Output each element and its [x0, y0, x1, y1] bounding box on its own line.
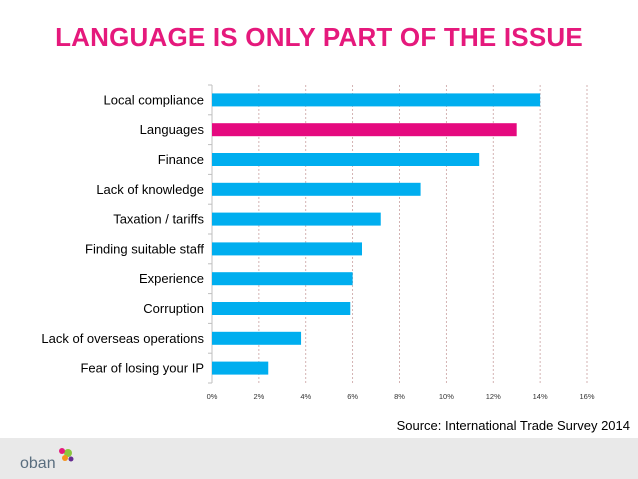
category-label: Experience: [139, 271, 204, 286]
slide-title: LANGUAGE IS ONLY PART OF THE ISSUE: [55, 22, 583, 52]
x-tick-label: 12%: [486, 392, 501, 401]
x-tick-label: 10%: [439, 392, 454, 401]
oban-logo: oban: [20, 448, 74, 472]
x-tick-label: 2%: [253, 392, 264, 401]
logo-text: oban: [20, 455, 56, 472]
category-label: Finding suitable staff: [85, 241, 204, 256]
x-tick-label: 8%: [394, 392, 405, 401]
category-label: Corruption: [143, 301, 204, 316]
category-label: Lack of overseas operations: [41, 331, 204, 346]
bar: [212, 242, 362, 256]
x-tick-label: 0%: [207, 392, 218, 401]
bar-chart: Local compliance Languages Finance Lack of …: [41, 84, 595, 401]
source-note: Source: International Trade Survey 2014: [396, 418, 630, 433]
category-label: Local compliance: [104, 92, 204, 107]
category-label: Languages: [140, 122, 205, 137]
bar: [212, 123, 517, 137]
bar: [212, 93, 541, 107]
x-tick-label: 16%: [579, 392, 594, 401]
bar: [212, 182, 421, 196]
bar: [212, 302, 351, 315]
x-tick-label: 4%: [300, 392, 311, 401]
x-tick-label: 14%: [533, 392, 548, 401]
category-label: Lack of knowledge: [96, 182, 204, 197]
bar: [212, 272, 353, 286]
category-label: Fear of losing your IP: [80, 361, 204, 376]
category-label: Taxation / tariffs: [113, 212, 204, 227]
x-tick-label: 6%: [347, 392, 358, 401]
category-label: Finance: [158, 152, 204, 167]
bar: [212, 361, 269, 375]
footer-bar: oban: [0, 438, 638, 479]
bar: [212, 331, 302, 345]
bar: [212, 212, 381, 226]
bar: [212, 153, 480, 166]
